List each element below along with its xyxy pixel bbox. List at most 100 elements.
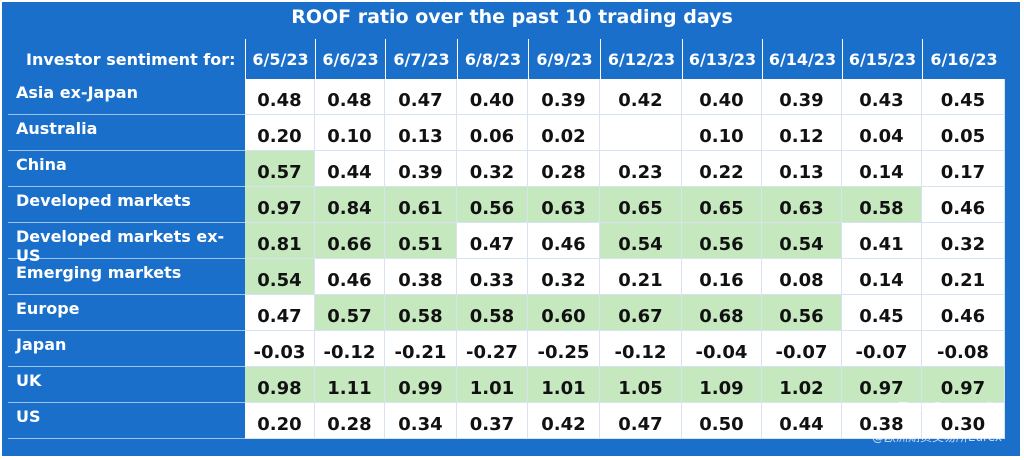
value-cell: 0.10 <box>682 115 762 151</box>
value-cell: -0.07 <box>842 331 922 367</box>
value-cell: 0.38 <box>385 259 457 295</box>
value-cell: 0.33 <box>457 259 528 295</box>
value-cell: -0.04 <box>682 331 762 367</box>
row-label: Developed markets ex-US <box>8 223 245 265</box>
value-cell: 0.57 <box>245 151 315 187</box>
value-cell: 1.02 <box>762 367 842 403</box>
value-cell: 0.21 <box>922 259 1005 295</box>
table-row: Developed markets 0.97 0.84 0.61 0.56 0.63 0.6… <box>8 187 1005 223</box>
value-cell: 0.37 <box>457 403 528 439</box>
table-row: Japan -0.03 -0.12 -0.21 -0.27 -0.25 -0.12 -0.04… <box>8 331 1005 367</box>
value-cell: 0.47 <box>385 79 457 115</box>
value-cell: 0.14 <box>842 151 922 187</box>
value-cell <box>600 115 682 151</box>
value-cell: 0.63 <box>528 187 600 223</box>
date-header: 6/5/23 <box>245 39 315 79</box>
value-cell: 0.21 <box>600 259 682 295</box>
value-cell: 0.39 <box>762 79 842 115</box>
value-cell: 0.44 <box>315 151 385 187</box>
title: ROOF ratio over the past 10 trading days <box>291 6 733 28</box>
row-label: China <box>8 151 245 187</box>
value-cell: -0.12 <box>315 331 385 367</box>
value-cell: 0.54 <box>245 259 315 295</box>
value-cell: 0.68 <box>682 295 762 331</box>
value-cell: 0.34 <box>385 403 457 439</box>
value-cell: -0.12 <box>600 331 682 367</box>
row-label: Australia <box>8 115 245 151</box>
watermark-text: @欧洲期货交易所Eurex <box>871 430 1002 444</box>
table-row: Australia 0.20 0.10 0.13 0.06 0.02 0.10 0.12 0.0… <box>8 115 1005 151</box>
value-cell: 0.50 <box>682 403 762 439</box>
value-cell: 0.97 <box>842 367 922 403</box>
row-label: US <box>8 403 245 439</box>
value-cell: 0.56 <box>682 223 762 259</box>
value-cell: 0.84 <box>315 187 385 223</box>
value-cell: 0.61 <box>385 187 457 223</box>
value-cell: 0.22 <box>682 151 762 187</box>
value-cell: 0.41 <box>842 223 922 259</box>
value-cell: -0.25 <box>528 331 600 367</box>
value-cell: 0.47 <box>457 223 528 259</box>
value-cell: 0.45 <box>922 79 1005 115</box>
value-cell: 0.46 <box>922 187 1005 223</box>
value-cell: 1.01 <box>528 367 600 403</box>
value-cell: 0.44 <box>762 403 842 439</box>
value-cell: 0.42 <box>600 79 682 115</box>
value-cell: 0.42 <box>528 403 600 439</box>
date-header: 6/9/23 <box>528 39 600 79</box>
table-row: Asia ex-Japan 0.48 0.48 0.47 0.40 0.39 0.42 0.4… <box>8 79 1005 115</box>
value-cell: 0.32 <box>922 223 1005 259</box>
value-cell: 0.54 <box>762 223 842 259</box>
value-cell: -0.07 <box>762 331 842 367</box>
value-cell: 0.57 <box>315 295 385 331</box>
value-cell: 0.32 <box>528 259 600 295</box>
value-cell: 0.48 <box>315 79 385 115</box>
value-cell: 0.63 <box>762 187 842 223</box>
table-row: US 0.20 0.28 0.34 0.37 0.42 0.47 0.50 0.44 0.38 0.… <box>8 403 1005 439</box>
table-row: Developed markets ex-US 0.81 0.66 0.51 0.47 0… <box>8 223 1005 265</box>
row-label: Developed markets <box>8 187 245 223</box>
value-cell: 0.12 <box>762 115 842 151</box>
value-cell: 0.20 <box>245 115 315 151</box>
watermark: Tiger Community @欧洲期货交易所Eurex <box>872 392 1002 452</box>
value-cell: 0.65 <box>682 187 762 223</box>
value-cell: 0.13 <box>762 151 842 187</box>
value-cell: 0.98 <box>245 367 315 403</box>
value-cell: 0.16 <box>682 259 762 295</box>
table: Investor sentiment for: 6/5/23 6/6/23 6/7/2… <box>8 39 1005 439</box>
date-header: 6/14/23 <box>762 39 842 79</box>
value-cell: 0.17 <box>922 151 1005 187</box>
value-cell: 0.45 <box>842 295 922 331</box>
value-cell: 0.56 <box>457 187 528 223</box>
value-cell: -0.27 <box>457 331 528 367</box>
value-cell: 1.05 <box>600 367 682 403</box>
value-cell: 0.23 <box>600 151 682 187</box>
value-cell: 0.28 <box>528 151 600 187</box>
value-cell: 0.20 <box>245 403 315 439</box>
value-cell: 0.46 <box>922 295 1005 331</box>
table-row: Europe 0.47 0.57 0.58 0.58 0.60 0.67 0.68 0.56 0.… <box>8 295 1005 331</box>
value-cell: 0.51 <box>385 223 457 259</box>
table-row: Emerging markets 0.54 0.46 0.38 0.33 0.32 0.21… <box>8 259 1005 295</box>
table-row: UK 0.98 1.11 0.99 1.01 1.01 1.05 1.09 1.02 0.97 0.… <box>8 367 1005 403</box>
value-cell: 0.02 <box>528 115 600 151</box>
value-cell: 0.67 <box>600 295 682 331</box>
value-cell: 0.30 <box>922 403 1005 439</box>
value-cell: 0.39 <box>385 151 457 187</box>
row-label: Emerging markets <box>8 259 245 295</box>
date-header: 6/6/23 <box>315 39 385 79</box>
value-cell: 1.09 <box>682 367 762 403</box>
value-cell: 0.65 <box>600 187 682 223</box>
value-cell: 0.81 <box>245 223 315 259</box>
value-cell: 0.40 <box>682 79 762 115</box>
value-cell: 0.38 <box>842 403 922 439</box>
date-header: 6/12/23 <box>600 39 682 79</box>
value-cell: 0.66 <box>315 223 385 259</box>
date-header: 6/8/23 <box>457 39 528 79</box>
value-cell: 0.43 <box>842 79 922 115</box>
value-cell: 0.58 <box>842 187 922 223</box>
date-header: 6/13/23 <box>682 39 762 79</box>
table-row: China 0.57 0.44 0.39 0.32 0.28 0.23 0.22 0.13 0.1… <box>8 151 1005 187</box>
value-cell: 0.40 <box>457 79 528 115</box>
